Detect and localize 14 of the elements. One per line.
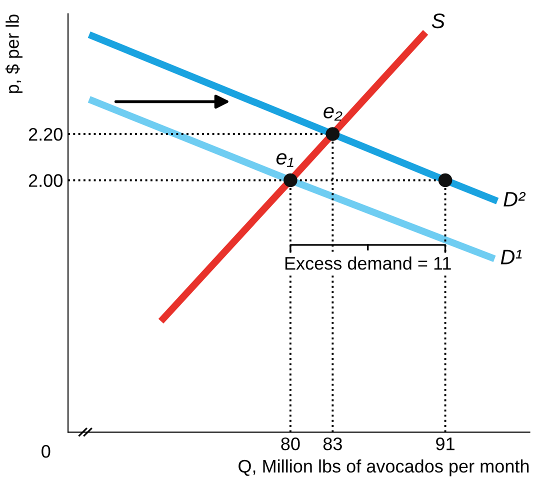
annotation: e₂	[324, 106, 342, 121]
x-tick-label: 83	[323, 437, 342, 450]
y-tick-label: 2.20	[28, 128, 62, 141]
series-label: D²	[504, 192, 526, 206]
annotation: Excess demand = 11	[285, 256, 451, 270]
x-axis-title: Q, Million lbs of avocados per month	[238, 459, 529, 476]
x-tick-label: 91	[436, 437, 454, 450]
y-axis-title: p, $ per lb	[5, 14, 22, 93]
series-label: D¹	[500, 250, 522, 264]
annotation: e₁	[276, 153, 294, 167]
x-tick-label: 80	[281, 437, 300, 450]
y-tick-label: 2.00	[28, 174, 62, 187]
text: 0	[42, 444, 50, 458]
series-label: S	[432, 13, 445, 28]
